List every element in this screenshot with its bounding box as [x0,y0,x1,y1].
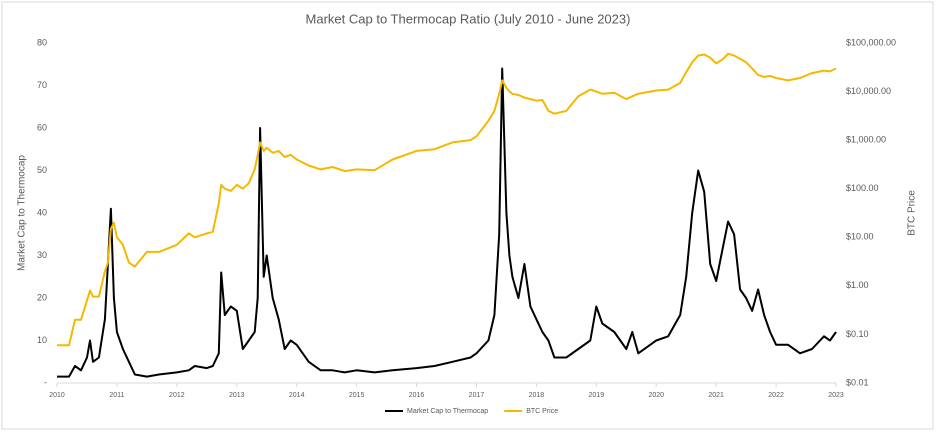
y2-tick-label: $1.00 [846,280,869,290]
y2-tick-label: $10,000.00 [846,86,891,96]
x-tick-label: 2023 [828,392,844,399]
y2-tick-label: $100,000.00 [846,37,896,47]
legend-label: Market Cap to Thermocap [407,408,488,415]
series-line [57,67,837,378]
x-tick-label: 2018 [529,392,545,399]
y-tick-label: 40 [37,207,47,217]
x-tick-label: 2020 [648,392,664,399]
y-tick-label: 10 [37,335,47,345]
y-tick-label: 80 [37,37,47,47]
y-axis-title: Market Cap to Thermocap [17,155,28,271]
y-tick-label: 70 [37,80,47,90]
y-tick-label: - [44,377,47,387]
y-tick-label: 30 [37,250,47,260]
x-tick-label: 2013 [229,392,245,399]
series-line [57,52,837,347]
y2-tick-label: $1,000.00 [846,135,886,145]
y2-tick-label: $0.01 [846,377,869,387]
y2-tick-label: $10.00 [846,232,874,242]
y2-axis-title: BTC Price [907,190,918,236]
x-tick-label: 2016 [409,392,425,399]
x-tick-label: 2014 [289,392,305,399]
y2-tick-label: $100.00 [846,183,879,193]
y-tick-label: 20 [37,292,47,302]
x-tick-label: 2021 [708,392,724,399]
x-tick-label: 2012 [169,392,185,399]
x-tick-label: 2017 [469,392,485,399]
x-tick-label: 2019 [589,392,605,399]
y-tick-label: 60 [37,122,47,132]
legend-label: BTC Price [526,408,558,415]
y-tick-label: 50 [37,165,47,175]
x-tick-label: 2011 [109,392,124,399]
x-tick-label: 2022 [768,392,784,399]
x-tick-label: 2010 [49,392,65,399]
chart-title: Market Cap to Thermocap Ratio (July 2010… [306,11,631,26]
y2-tick-label: $0.10 [846,329,869,339]
x-tick-label: 2015 [349,392,365,399]
